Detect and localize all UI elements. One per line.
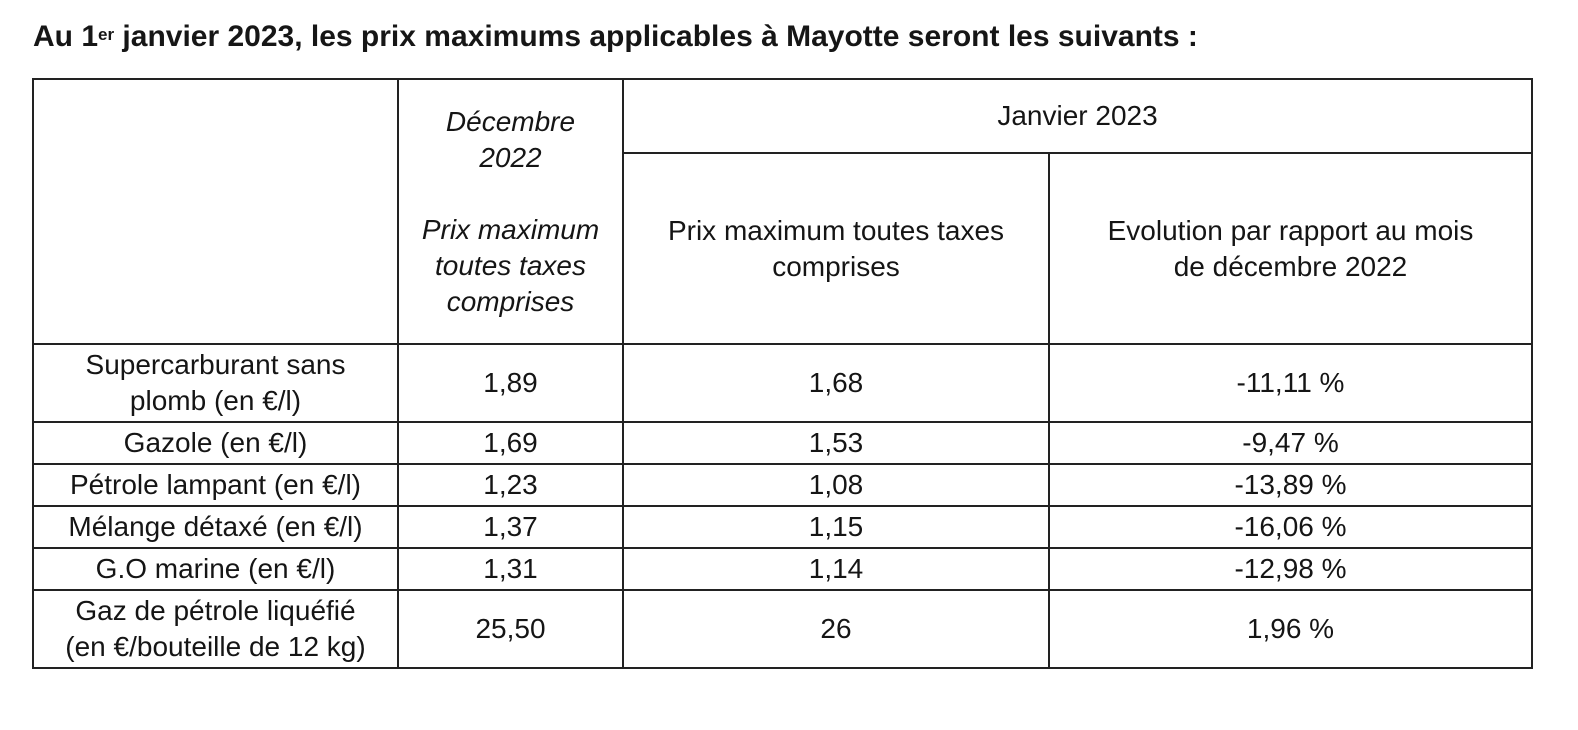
fuel-price-table: Décembre 2022 Prix maximum toutes taxes …	[32, 78, 1533, 669]
page-title-superscript: er	[98, 25, 115, 44]
evolution-value: 1,96 %	[1048, 589, 1533, 669]
table-row-petrole-lampant: Pétrole lampant (en €/l) 1,23 1,08 -13,8…	[32, 463, 1533, 507]
evolution-value: -11,11 %	[1048, 343, 1533, 423]
header-row-top: Décembre 2022 Prix maximum toutes taxes …	[32, 78, 1533, 345]
january-price: 1,14	[622, 547, 1050, 591]
table-row-go-marine: G.O marine (en €/l) 1,31 1,14 -12,98 %	[32, 547, 1533, 591]
evolution-value: -13,89 %	[1048, 463, 1533, 507]
product-label: Pétrole lampant (en €/l)	[32, 463, 399, 507]
january-price: 1,53	[622, 421, 1050, 465]
product-label: Gaz de pétrole liquéfié (en €/bouteille …	[32, 589, 399, 669]
january-price: 1,08	[622, 463, 1050, 507]
header-january-2023-band: Janvier 2023	[622, 78, 1533, 154]
december-price: 1,31	[397, 547, 624, 591]
table-row-gazole: Gazole (en €/l) 1,69 1,53 -9,47 %	[32, 421, 1533, 465]
table-header: Décembre 2022 Prix maximum toutes taxes …	[32, 78, 1533, 345]
table-row-melange-detaxe: Mélange détaxé (en €/l) 1,37 1,15 -16,06…	[32, 505, 1533, 549]
december-price: 1,23	[397, 463, 624, 507]
evolution-value: -9,47 %	[1048, 421, 1533, 465]
page-title-prefix: Au 1	[33, 20, 99, 53]
january-price: 26	[622, 589, 1050, 669]
december-price: 1,69	[397, 421, 624, 465]
product-label: Gazole (en €/l)	[32, 421, 399, 465]
january-price: 1,15	[622, 505, 1050, 549]
december-price: 25,50	[397, 589, 624, 669]
header-december-measure: Prix maximum toutes taxes comprises	[421, 213, 600, 317]
header-december-period: Décembre 2022	[445, 105, 576, 173]
table-body: Supercarburant sans plomb (en €/l) 1,89 …	[32, 343, 1533, 669]
product-label: Mélange détaxé (en €/l)	[32, 505, 399, 549]
evolution-value: -16,06 %	[1048, 505, 1533, 549]
page-title-rest: janvier 2023, les prix maximums applicab…	[114, 20, 1198, 53]
header-evolution: Evolution par rapport au mois de décembr…	[1048, 152, 1533, 345]
header-corner-cell	[32, 78, 399, 345]
product-label: Supercarburant sans plomb (en €/l)	[32, 343, 399, 423]
december-price: 1,37	[397, 505, 624, 549]
header-row-sub: Prix maximum toutes taxes comprises Evol…	[33, 152, 1533, 345]
december-price: 1,89	[397, 343, 624, 423]
evolution-value: -12,98 %	[1048, 547, 1533, 591]
january-price: 1,68	[622, 343, 1050, 423]
page-title: Au 1er janvier 2023, les prix maximums a…	[33, 21, 1578, 53]
table-row-supercarburant: Supercarburant sans plomb (en €/l) 1,89 …	[32, 343, 1533, 423]
product-label: G.O marine (en €/l)	[32, 547, 399, 591]
table-row-gaz-petrole-liquefie: Gaz de pétrole liquéfié (en €/bouteille …	[32, 589, 1533, 669]
header-january-price: Prix maximum toutes taxes comprises	[622, 152, 1050, 345]
header-december-2022: Décembre 2022 Prix maximum toutes taxes …	[397, 78, 624, 345]
